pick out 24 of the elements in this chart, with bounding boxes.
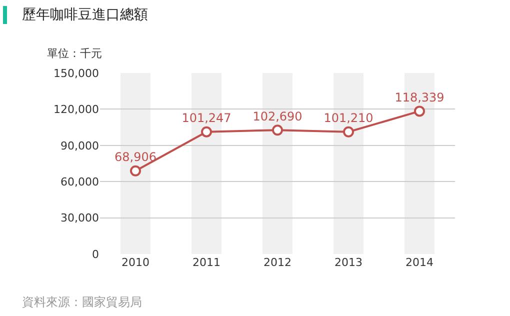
point [343,126,354,138]
chart-title: 歷年咖啡豆進口總額 [22,7,148,23]
y-tick-label: 150,000 [54,66,99,80]
y-tick-label: 30,000 [60,212,99,225]
point [414,106,425,117]
y-tick-label: 60,000 [60,175,99,188]
point [201,126,212,138]
x-tick-label: 2012 [264,256,292,269]
y-tick-label: 0 [92,248,99,261]
source-note: 資料來源：國家貿易局 [22,295,142,309]
data-label: 101,247 [182,111,232,126]
y-tick-label: 120,000 [54,103,99,116]
data-label: 118,339 [394,90,444,105]
point [130,165,141,176]
x-tick-label: 2014 [406,256,434,269]
y-axis-title: 單位：千元 [47,47,102,60]
data-label: 68,906 [114,150,156,164]
y-tick-label: 90,000 [60,139,99,152]
x-tick-label: 2013 [334,256,362,269]
x-tick-label: 2011 [192,256,220,269]
point [272,124,283,136]
data-label: 101,210 [324,111,374,126]
x-tick-label: 2010 [122,256,150,269]
data-label: 102,690 [252,109,302,124]
